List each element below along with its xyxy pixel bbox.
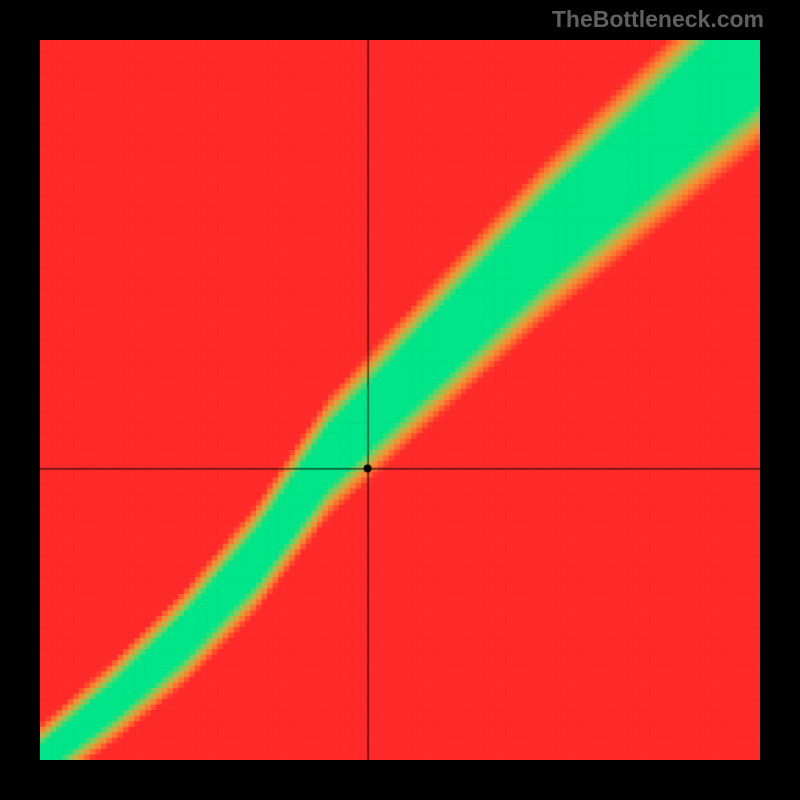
bottleneck-heatmap [40,40,760,760]
chart-container: TheBottleneck.com [0,0,800,800]
watermark-text: TheBottleneck.com [552,6,764,33]
